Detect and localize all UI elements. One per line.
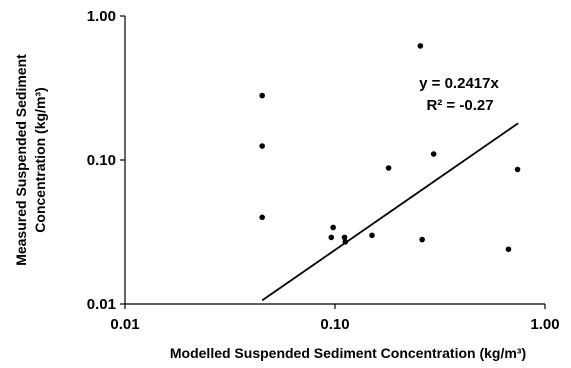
tick-labels: 0.01 0.10 1.00 0.01 0.10 1.00 [87,8,560,333]
plot-area: 0.01 0.10 1.00 0.01 0.10 1.00 [87,8,560,333]
x-tick-label: 1.00 [530,316,559,333]
y-axis-title-line-2: Concentration (kg/m³) [32,87,48,232]
data-point [385,165,392,171]
data-points [259,43,521,253]
y-axis-title: Measured Suspended Sediment Concentratio… [13,54,48,266]
x-tick-label: 0.10 [320,316,349,333]
trendline [261,122,519,302]
data-point [342,239,349,245]
y-tick-label: 0.01 [87,296,116,313]
y-tick-label: 0.10 [87,152,116,169]
data-point [259,143,265,149]
equation-annotation: y = 0.2417x [419,75,499,92]
data-point [419,236,425,243]
data-point [330,224,336,231]
x-axis-title: Modelled Suspended Sediment Concentratio… [170,345,526,361]
data-point [328,234,335,241]
data-point [259,214,265,221]
data-point [369,232,375,239]
r-squared-annotation: R² = -0.27 [426,97,493,114]
data-point [514,166,521,173]
data-point [417,43,424,49]
x-tick-label: 0.01 [110,316,139,333]
data-point [341,234,348,241]
y-axis-title-line-1: Measured Suspended Sediment [13,54,29,266]
data-point [505,246,512,253]
data-point [430,151,437,157]
data-point [259,92,265,99]
y-tick-label: 1.00 [87,8,116,25]
axis-ticks [120,15,546,309]
